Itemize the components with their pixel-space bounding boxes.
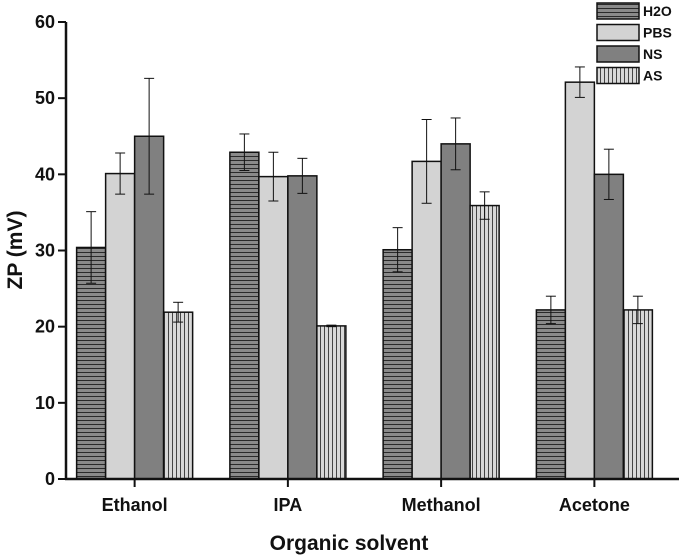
y-tick-label: 20 — [35, 317, 55, 337]
y-axis-title: ZP (mV) — [4, 211, 27, 290]
bar-pbs-ipa — [258, 175, 289, 480]
bar-as-acetone — [622, 309, 654, 480]
bar-ns-methanol — [440, 143, 471, 480]
bar-pbs-acetone — [564, 81, 596, 480]
legend-label-as: AS — [643, 68, 662, 84]
bar-h2o-acetone — [535, 309, 567, 480]
y-tick-label: 40 — [35, 164, 55, 184]
x-tick-label: Methanol — [402, 495, 481, 515]
legend-label-h2o: H2O — [643, 3, 672, 19]
x-axis-title: Organic solvent — [270, 532, 429, 555]
bar-h2o-methanol — [382, 248, 413, 480]
x-tick-label: Ethanol — [102, 495, 168, 515]
bar-as-ethanol — [162, 311, 194, 480]
y-tick-label: 30 — [35, 241, 55, 261]
legend-swatch-pbs — [596, 23, 640, 42]
bar-pbs-ethanol — [104, 172, 136, 480]
legend-swatch-ns — [596, 45, 640, 63]
legend-swatch-h2o — [596, 2, 640, 20]
bar-ns-ipa — [287, 175, 318, 480]
bar-as-methanol — [469, 204, 500, 480]
legend-swatch-as — [596, 66, 640, 85]
x-tick-label: IPA — [274, 495, 303, 515]
plot-area: 0 10 20 30 40 50 60 Ethanol IPA Methanol Acetone H2… — [35, 2, 679, 515]
bar-h2o-ipa — [229, 151, 260, 480]
bar-ns-acetone — [593, 173, 625, 480]
y-tick-label: 60 — [35, 12, 55, 32]
y-tick-label: 10 — [35, 393, 55, 413]
legend-label-ns: NS — [643, 46, 662, 62]
legend-label-pbs: PBS — [643, 25, 672, 41]
bar-as-ipa — [316, 325, 347, 480]
bar-pbs-methanol — [411, 160, 442, 480]
y-tick-label: 0 — [45, 469, 55, 489]
y-tick-label: 50 — [35, 88, 55, 108]
x-tick-label: Acetone — [559, 495, 630, 515]
